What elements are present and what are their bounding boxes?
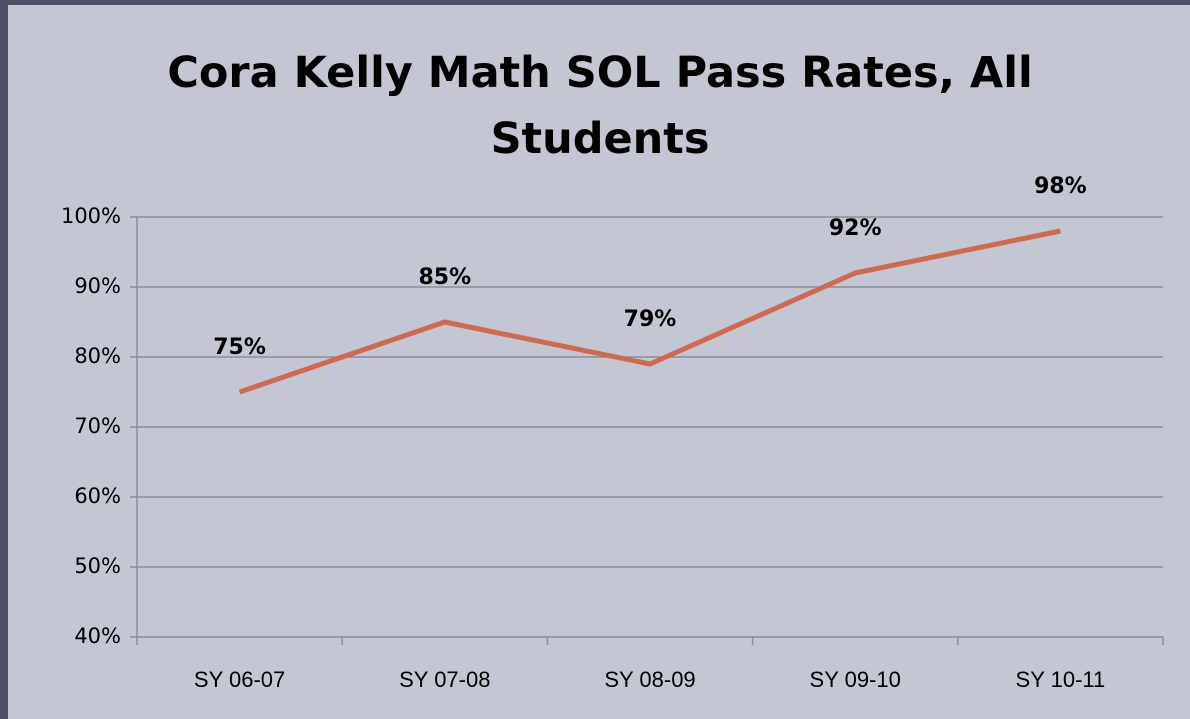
chart-title: Cora Kelly Math SOL Pass Rates, All Stud… [167, 48, 1033, 164]
value-label: 98% [1034, 174, 1087, 199]
data-line [238, 228, 1061, 395]
y-tick-label: 80% [74, 344, 121, 368]
y-tick-label: 40% [74, 624, 121, 648]
value-label: 92% [829, 216, 882, 241]
x-tick-label: SY 09-10 [810, 667, 901, 692]
y-tick-label: 50% [74, 554, 121, 578]
x-tick-label: SY 10-11 [1016, 667, 1106, 692]
x-tick-label: SY 06-07 [194, 667, 285, 692]
y-tick-label: 70% [74, 414, 121, 438]
y-tick-label: 60% [74, 484, 121, 508]
x-tick-label: SY 08-09 [604, 667, 695, 692]
value-label: 79% [624, 307, 677, 332]
x-tick-label: SY 07-08 [399, 667, 490, 692]
value-label: 75% [213, 335, 266, 360]
chart-frame [8, 5, 1190, 719]
y-tick-label: 100% [61, 204, 121, 228]
y-tick-label: 90% [74, 274, 121, 298]
value-label: 85% [418, 265, 471, 290]
